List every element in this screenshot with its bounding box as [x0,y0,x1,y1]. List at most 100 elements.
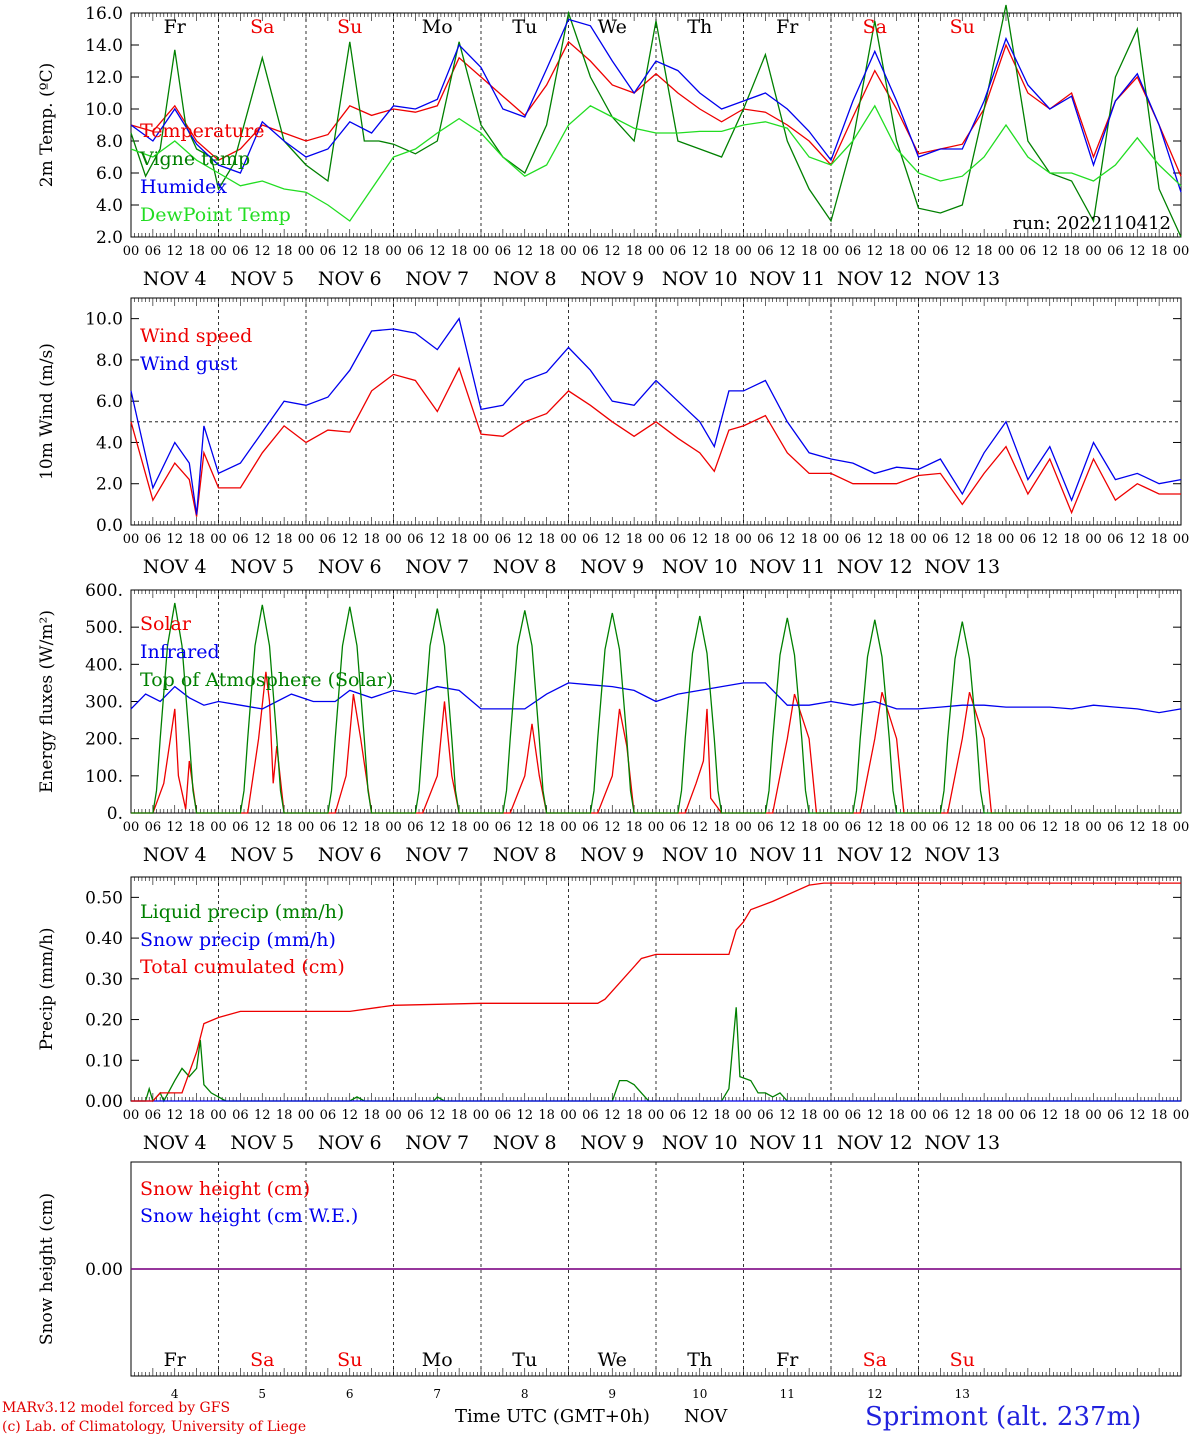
hour-label: 00 [210,532,227,547]
hour-label: 12 [954,244,971,259]
date-label: NOV 4 [143,844,207,866]
y-axis-label: Precip (mm/h) [37,927,57,1050]
hour-label: 12 [1129,1108,1146,1123]
hour-label: 12 [254,532,271,547]
hour-label: 18 [1063,820,1080,835]
hour-label: 18 [1151,532,1168,547]
hour-label: 06 [320,820,337,835]
hour-label: 06 [932,532,949,547]
hour-label: 12 [166,532,183,547]
legend-entry: Solar [140,613,192,635]
y-tick-label: 0.30 [85,970,123,990]
y-tick-label: 16.0 [85,4,123,24]
date-label: NOV 7 [405,556,469,578]
hour-label: 00 [823,1108,840,1123]
legend-entry: Humidex [140,176,227,198]
hour-label: 12 [779,244,796,259]
hour-label: 12 [341,244,358,259]
hour-label: 18 [276,244,293,259]
series-line-dewpoint-temp [130,104,1182,222]
hour-label: 12 [1129,820,1146,835]
hour-label: 00 [998,820,1015,835]
series-line-temperature [130,40,1182,177]
y-tick-label: 2.0 [96,475,123,495]
hour-label: 18 [451,532,468,547]
date-label: NOV 5 [230,268,294,290]
legend-entry: Top of Atmosphere (Solar) [140,669,393,691]
hour-label: 06 [145,244,162,259]
hour-label: 18 [188,532,205,547]
hour-label: 00 [735,1108,752,1123]
hour-label: 18 [888,532,905,547]
hour-label: 00 [385,820,402,835]
date-label: NOV 11 [749,844,825,866]
day-number: 9 [608,1387,616,1401]
hour-label: 18 [538,820,555,835]
hour-label: 12 [779,820,796,835]
y-tick-label: 8.0 [96,132,123,152]
hour-label: 00 [123,1108,140,1123]
hour-label: 12 [516,820,533,835]
y-tick-label: 10.0 [85,310,123,330]
legend-entry: Vigne temp [139,148,250,170]
hour-label: 18 [188,820,205,835]
hour-label: 00 [560,1108,577,1123]
hour-label: 18 [888,820,905,835]
hour-label: 12 [866,532,883,547]
hour-label: 12 [1041,244,1058,259]
hour-label: 12 [341,532,358,547]
hour-label: 18 [626,532,643,547]
hour-label: 18 [363,1108,380,1123]
hour-label: 00 [648,820,665,835]
y-tick-label: 0. [107,804,123,824]
y-axis-label: 10m Wind (m/s) [37,343,57,480]
date-label: NOV 13 [924,556,1000,578]
day-number: 7 [433,1387,441,1401]
hour-label: 12 [254,1108,271,1123]
date-label: NOV 8 [493,844,557,866]
hour-label: 18 [363,244,380,259]
hour-label: 06 [1020,532,1037,547]
hour-label: 00 [385,1108,402,1123]
day-number: 12 [867,1387,882,1401]
hour-label: 06 [670,1108,687,1123]
date-label: NOV 10 [662,556,738,578]
hour-label: 18 [713,1108,730,1123]
date-label: NOV 10 [662,1132,738,1154]
hour-label: 18 [976,1108,993,1123]
hour-label: 12 [954,1108,971,1123]
weekday-label: Su [337,1349,362,1371]
hour-label: 18 [626,1108,643,1123]
date-label: NOV 13 [924,1132,1000,1154]
hour-label: 12 [429,244,446,259]
weekday-label: Su [950,16,975,38]
hour-label: 12 [604,820,621,835]
date-label: NOV 12 [837,1132,913,1154]
panel-precip [130,876,1182,1103]
hour-label: 06 [582,1108,599,1123]
date-label: NOV 12 [837,556,913,578]
hour-label: 06 [1020,820,1037,835]
hour-label: 18 [276,532,293,547]
hour-label: 06 [1107,820,1124,835]
hour-label: 18 [276,820,293,835]
hour-label: 18 [188,244,205,259]
hour-label: 00 [1173,532,1190,547]
y-tick-label: 4.0 [96,196,123,216]
y-tick-label: 0.10 [85,1051,123,1071]
hour-label: 12 [691,532,708,547]
hour-label: 12 [516,532,533,547]
date-label: NOV 6 [318,1132,382,1154]
hour-label: 06 [670,820,687,835]
hour-label: 12 [429,532,446,547]
hour-label: 00 [473,244,490,259]
hour-label: 06 [320,1108,337,1123]
date-label: NOV 12 [837,268,913,290]
hour-label: 06 [932,244,949,259]
hour-label: 18 [801,532,818,547]
x-axis-title: Time UTC (GMT+0h) [455,1406,650,1427]
hour-label: 06 [670,532,687,547]
hour-label: 12 [254,244,271,259]
hour-label: 18 [451,244,468,259]
